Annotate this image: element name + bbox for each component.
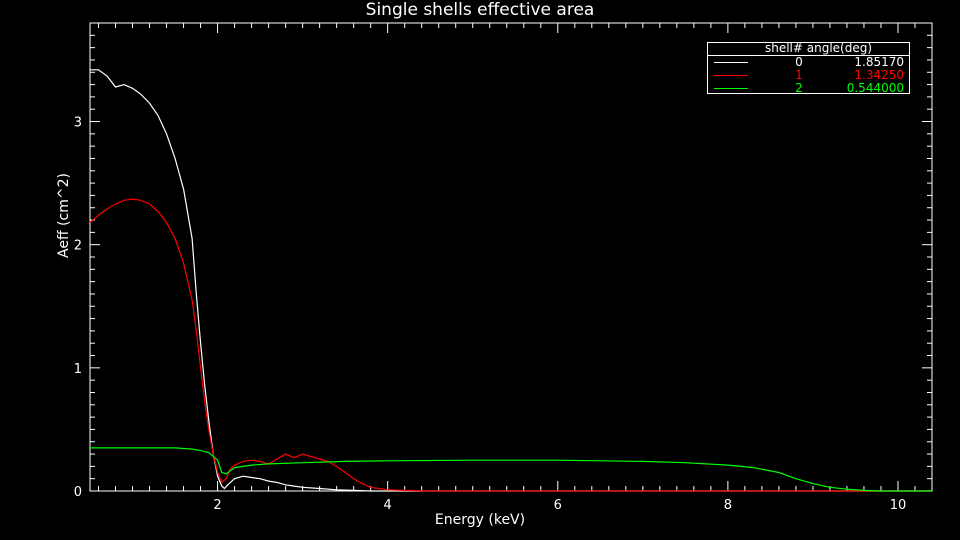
legend-shell-2: 2 [795, 81, 803, 95]
x-tick-label: 4 [384, 498, 392, 513]
y-axis-label: Aeff (cm^2) [56, 173, 72, 258]
y-tick-label: 3 [74, 116, 82, 131]
y-tick-label: 0 [74, 485, 82, 500]
series-lines [89, 69, 932, 492]
chart-title: Single shells effective area [365, 0, 595, 20]
legend-shell-0: 0 [795, 55, 803, 69]
legend-angle-1: 1.34250 [854, 68, 904, 82]
legend-swatch-2 [714, 88, 748, 89]
x-tick-label: 2 [213, 498, 221, 513]
series-line-1 [89, 198, 932, 492]
legend-angle-0: 1.85170 [854, 55, 904, 69]
x-tick-label: 10 [890, 498, 907, 513]
legend-row-2: 2 0.544000 [708, 82, 909, 95]
y-tick-label: 2 [74, 239, 82, 254]
legend: shell# angle(deg) 0 1.85170 1 1.34250 2 … [707, 42, 910, 95]
legend-swatch-0 [714, 62, 748, 63]
x-tick-label: 6 [554, 498, 562, 513]
legend-row-1: 1 1.34250 [708, 69, 909, 82]
series-line-2 [90, 447, 932, 492]
legend-header: shell# angle(deg) [708, 42, 909, 56]
y-tick-label: 1 [74, 362, 82, 377]
series-line-0 [90, 69, 932, 492]
legend-shell-1: 1 [795, 68, 803, 82]
legend-swatch-1 [714, 75, 748, 76]
x-axis-label: Energy (keV) [434, 512, 526, 528]
legend-row-0: 0 1.85170 [708, 56, 909, 69]
legend-angle-2: 0.544000 [846, 81, 904, 95]
x-tick-label: 8 [724, 498, 732, 513]
